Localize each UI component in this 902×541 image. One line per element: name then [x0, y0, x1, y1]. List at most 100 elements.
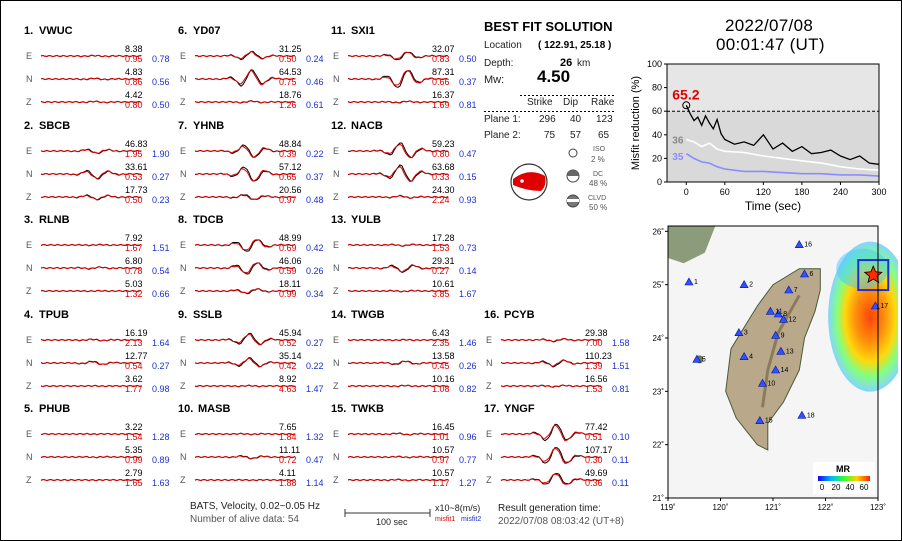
- plane2-strike: 75: [544, 130, 556, 141]
- station-name: TPUB: [39, 309, 69, 321]
- depth-label: Depth:: [484, 58, 514, 69]
- misfit2-value: 0.23: [152, 195, 170, 205]
- misfit1-value: 0.50: [125, 195, 143, 205]
- dc-label: DC: [593, 171, 604, 178]
- station-panel: 8. TDCB E 48.990.69 0.42 N 46.060.59 0.26 Z 18.11…: [178, 214, 324, 299]
- station-number: 5.: [24, 403, 33, 415]
- misfit2-value: 1.67: [459, 289, 477, 299]
- component-label: N: [180, 452, 187, 462]
- iso-label: ISO: [593, 146, 606, 153]
- station-marker-label: 12: [789, 316, 797, 323]
- component-label: Z: [180, 381, 186, 391]
- plot-frame: [666, 63, 880, 183]
- synthetic-waveform: [347, 432, 449, 436]
- misfit2-value: 0.77: [459, 455, 477, 465]
- misfit1-value: 1.53: [585, 384, 603, 394]
- misfit2-value: 0.10: [612, 432, 630, 442]
- station-number: 16.: [484, 309, 499, 321]
- amplitude-value: 18.11: [279, 279, 301, 289]
- synthetic-waveform: [40, 54, 142, 58]
- misfit-reduction-chart: 65.2 36 35 0 20 40 60 80 100 0 60 120 180 240 300 Time …: [630, 59, 887, 213]
- table-rules: [484, 95, 614, 112]
- station-marker-icon: [784, 285, 794, 294]
- component-label: N: [333, 74, 340, 84]
- mr-legend-tick: 40: [846, 483, 855, 492]
- misfit1-value: 1.17: [432, 478, 450, 488]
- component-label: E: [26, 335, 32, 345]
- x-tick-label: 120: [756, 187, 771, 197]
- station-marker-label: 17: [880, 303, 888, 310]
- station-name: TWKB: [351, 403, 384, 415]
- mr-legend-tick: 20: [832, 483, 841, 492]
- amplitude-value: 48.99: [279, 233, 302, 243]
- misfit1-value: 1.39: [585, 361, 603, 371]
- amplitude-value: 48.84: [279, 139, 302, 149]
- component-label: E: [26, 51, 32, 61]
- component-label: N: [486, 358, 493, 368]
- synthetic-waveform: [500, 384, 602, 388]
- station-marker-icon: [734, 328, 744, 336]
- header-dip: Dip: [563, 97, 579, 108]
- station-panel: 17. YNGF E 77.420.51 0.10 N 107.170.30 0.11 Z 49.…: [484, 403, 630, 488]
- misfit2-value: 1.27: [459, 478, 477, 488]
- misfit2-value: 0.11: [612, 455, 629, 465]
- station-marker-icon: [692, 354, 702, 363]
- component-label: Z: [333, 97, 339, 107]
- component-label: Z: [333, 381, 339, 391]
- amplitude-value: 5.03: [125, 279, 143, 289]
- station-number: 1.: [24, 25, 33, 37]
- component-label: N: [26, 358, 33, 368]
- misfit1-value: 0.80: [125, 100, 143, 110]
- misfit1-value: 0.86: [125, 77, 143, 87]
- mainland-coast: [668, 226, 716, 264]
- misfit2-value: 0.37: [306, 172, 324, 182]
- synthetic-waveform: [194, 384, 296, 388]
- clvd-label: CLVD: [588, 195, 607, 202]
- misfit1-value: 1.32: [125, 289, 143, 299]
- station-panel: 14. TWGB E 6.432.35 1.46 N 13.580.45 0.26 Z 10.16…: [331, 309, 477, 394]
- component-label: Z: [180, 475, 186, 485]
- station-marker-label: 15: [765, 418, 773, 425]
- misfit1-value: 1.77: [125, 384, 143, 394]
- synthetic-waveform: [347, 455, 449, 459]
- synthetic-waveform: [500, 473, 602, 485]
- misfit2-value: 1.28: [152, 432, 170, 442]
- misfit1-value: 0.83: [432, 54, 450, 64]
- misfit1-value: 0.72: [279, 455, 297, 465]
- misfit2-value: 0.48: [306, 195, 324, 205]
- amplitude-value: 31.25: [279, 44, 302, 54]
- dc-icon-fill: [567, 170, 579, 176]
- station-marker-icon: [765, 306, 775, 315]
- misfit1-value: 0.36: [585, 478, 603, 488]
- component-label: E: [333, 429, 339, 439]
- amplitude-value: 4.83: [125, 67, 143, 77]
- amplitude-value: 29.38: [585, 328, 608, 338]
- misfit2-value: 0.50: [152, 100, 170, 110]
- component-label: E: [333, 51, 339, 61]
- component-label: E: [486, 429, 492, 439]
- y-tick-label: 80: [652, 83, 662, 93]
- synthetic-waveform: [194, 357, 296, 368]
- station-panel: 18. LYUB E 16.601.30 1.59 N 9.781.13 0.70 Z 4.281…: [484, 0, 630, 3]
- component-label: E: [180, 51, 186, 61]
- misfit2-value: 0.98: [152, 384, 170, 394]
- station-name: SBCB: [39, 120, 70, 132]
- location-value: ( 122.91, 25.18 ): [538, 40, 612, 51]
- misfit2-value: 0.42: [306, 243, 324, 253]
- time-scale-label: 100 sec: [376, 517, 408, 527]
- misfit1-value: 0.80: [432, 149, 450, 159]
- amplitude-value: 16.60: [585, 0, 608, 2]
- synthetic-waveform: [40, 100, 142, 104]
- station-panel: 3. RLNB E 7.921.67 1.51 N 6.800.78 0.54 Z 5.031.3…: [24, 214, 170, 299]
- misfit2-value: 0.61: [306, 100, 324, 110]
- synthetic-waveform: [41, 289, 142, 293]
- synthetic-waveform: [347, 51, 449, 60]
- component-label: N: [333, 263, 340, 273]
- component-label: Z: [486, 475, 492, 485]
- x-tick-label: 240: [833, 187, 848, 197]
- misfit2-value: 1.63: [152, 478, 170, 488]
- component-label: E: [26, 146, 32, 156]
- x-tick-label: 0: [684, 187, 689, 197]
